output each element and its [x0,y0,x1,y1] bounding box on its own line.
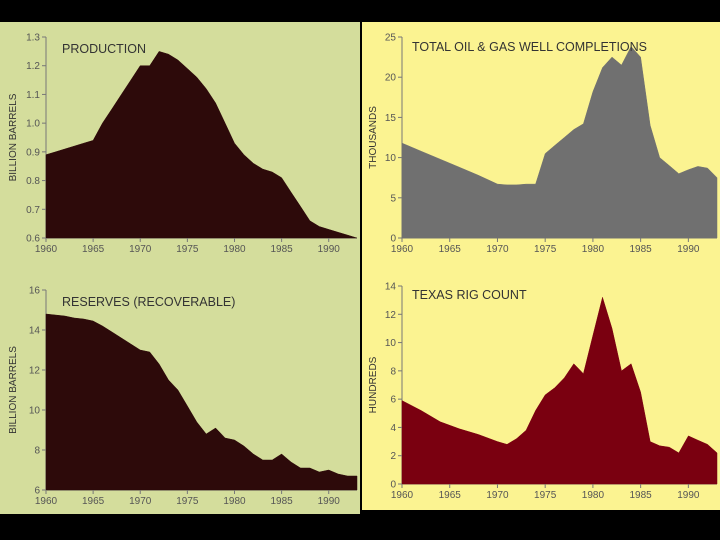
well-completions-panel: 0 5 10 15 20 25 1960 1965 1970 1975 1980 1985 1990 TO… [362,22,720,270]
reserves-y-tick-label: 8 [34,446,40,457]
production-title: PRODUCTION [62,42,146,56]
reserves-x-tick-label: 1970 [129,496,152,507]
completions-y-tick-label: 10 [385,153,397,164]
rig-count-y-tick-label: 14 [385,282,397,293]
rig-count-y-axis-label: HUNDREDS [368,356,379,413]
rig-count-y-tick-label: 4 [390,423,396,434]
production-y-tick-label: 0.9 [26,147,40,158]
production-y-tick-label: 1.1 [26,90,40,101]
reserves-x-tick-label: 1990 [318,496,341,507]
production-y-axis-label: BILLION BARRELS [8,93,19,181]
rig-count-y-tick-label: 0 [390,480,396,491]
production-x-tick-label: 1990 [318,244,341,255]
completions-x-tick-label: 1980 [582,244,605,255]
reserves-x-tick-label: 1975 [176,496,199,507]
reserves-title: RESERVES (RECOVERABLE) [62,295,235,309]
reserves-y-axis-label: BILLION BARRELS [8,346,19,434]
reserves-chart: 6 8 10 12 14 16 1960 1965 1970 1975 1980 1985 1990 RE… [0,274,360,514]
rig-count-x-tick-label: 1965 [439,490,462,501]
reserves-area-series [45,313,358,491]
production-x-tick-label: 1975 [176,244,199,255]
reserves-y-tick-label: 14 [29,326,41,337]
completions-x-tick-label: 1985 [630,244,653,255]
reserves-y-tick-label: 6 [34,486,40,497]
completions-x-tick-label: 1975 [534,244,557,255]
rig-count-title: TEXAS RIG COUNT [412,288,527,302]
reserves-x-tick-label: 1960 [35,496,58,507]
completions-y-tick-label: 15 [385,113,397,124]
completions-title: TOTAL OIL & GAS WELL COMPLETIONS [412,40,647,54]
production-x-tick-label: 1960 [35,244,58,255]
reserves-x-tick-label: 1985 [270,496,293,507]
production-chart: 0.6 0.7 0.8 0.9 1.0 1.1 1.2 1.3 1960 1965 1970 1975… [0,22,360,274]
production-y-tick-label: 1.2 [26,61,40,72]
completions-x-tick-label: 1990 [677,244,700,255]
reserves-panel: 6 8 10 12 14 16 1960 1965 1970 1975 1980 1985 1990 RE… [0,274,360,514]
production-area-series [45,51,358,239]
completions-x-tick-label: 1970 [486,244,509,255]
rig-count-y-tick-label: 8 [390,366,396,377]
reserves-y-tick-label: 16 [29,286,41,297]
reserves-y-tick-label: 12 [29,366,41,377]
production-x-tick-label: 1965 [82,244,105,255]
production-x-tick-label: 1970 [129,244,152,255]
reserves-y-tick-label: 10 [29,406,41,417]
rig-count-panel: 0 2 4 6 8 10 12 14 1960 1965 1970 1975 1980 1985 1990 T… [362,270,720,510]
completions-y-tick-label: 5 [390,193,396,204]
rig-count-area-series [401,296,718,485]
completions-y-tick-label: 25 [385,33,397,44]
rig-count-x-tick-label: 1975 [534,490,557,501]
well-completions-chart: 0 5 10 15 20 25 1960 1965 1970 1975 1980 1985 1990 TO… [362,22,720,270]
completions-y-tick-label: 20 [385,73,397,84]
completions-area-series [401,46,718,239]
rig-count-y-tick-label: 6 [390,395,396,406]
completions-y-axis-label: THOUSANDS [368,106,379,169]
production-y-tick-label: 0.6 [26,234,40,245]
rig-count-y-tick-label: 12 [385,310,397,321]
production-y-tick-label: 1.0 [26,119,40,130]
rig-count-x-tick-label: 1980 [582,490,605,501]
production-x-tick-label: 1980 [223,244,246,255]
reserves-x-tick-label: 1980 [223,496,246,507]
completions-y-tick-label: 0 [390,234,396,245]
production-y-tick-label: 0.8 [26,176,40,187]
production-panel: 0.6 0.7 0.8 0.9 1.0 1.1 1.2 1.3 1960 1965 1970 1975… [0,22,360,274]
rig-count-x-tick-label: 1990 [677,490,700,501]
reserves-x-tick-label: 1965 [82,496,105,507]
rig-count-x-tick-label: 1960 [391,490,414,501]
production-x-tick-label: 1985 [270,244,293,255]
production-y-tick-label: 1.3 [26,33,40,44]
rig-count-chart: 0 2 4 6 8 10 12 14 1960 1965 1970 1975 1980 1985 1990 T… [362,270,720,510]
rig-count-y-tick-label: 2 [390,451,396,462]
rig-count-x-tick-label: 1985 [630,490,653,501]
production-y-tick-label: 0.7 [26,205,40,216]
completions-x-tick-label: 1960 [391,244,414,255]
completions-x-tick-label: 1965 [439,244,462,255]
rig-count-y-tick-label: 10 [385,338,397,349]
rig-count-x-tick-label: 1970 [486,490,509,501]
